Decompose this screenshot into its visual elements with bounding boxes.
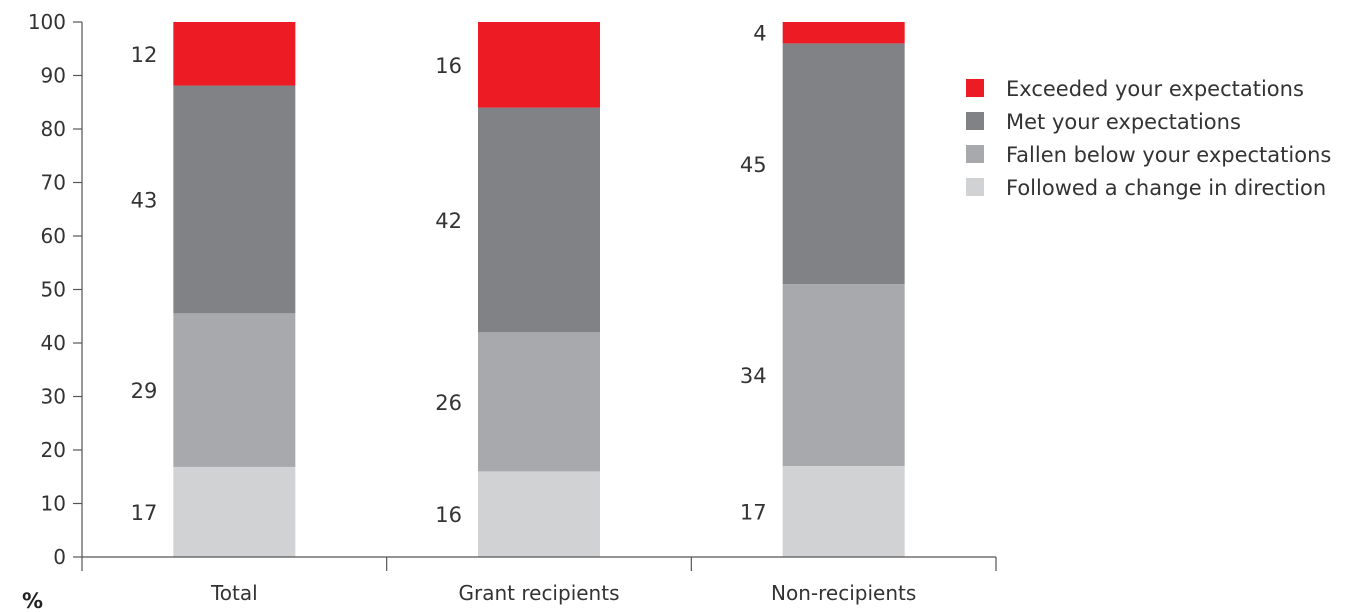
y-tick-label: 10 [41, 492, 66, 516]
bar-segment [173, 22, 296, 86]
data-label: 42 [435, 209, 462, 233]
legend-label: Followed a change in direction [1006, 176, 1326, 200]
legend-label: Fallen below your expectations [1006, 143, 1331, 167]
y-tick-label: 0 [53, 545, 66, 569]
bars-layer [173, 22, 905, 557]
data-label: 16 [435, 503, 462, 527]
legend-label: Exceeded your expectations [1006, 77, 1304, 101]
legend-swatch [966, 79, 984, 97]
legend-swatch [966, 112, 984, 130]
bar-segment [478, 471, 600, 557]
data-label: 26 [435, 391, 462, 415]
data-label: 4 [753, 22, 766, 46]
data-label: 29 [131, 379, 158, 403]
bar-segment [173, 466, 296, 557]
bar-segment [782, 284, 905, 467]
bar-segment [478, 22, 600, 108]
bar-segment [782, 43, 905, 285]
data-label: 43 [131, 188, 158, 212]
axes-layer: 0 10 20 30 40 50 60 70 80 90 100 Total Grant recipie… [22, 10, 997, 612]
y-tick-label: 90 [41, 64, 66, 88]
bar-segment [782, 22, 905, 44]
data-label: 34 [740, 364, 767, 388]
bar-segment [173, 313, 296, 467]
x-category-label: Grant recipients [459, 581, 620, 605]
y-tick-label: 80 [41, 117, 66, 141]
legend-label: Met your expectations [1006, 110, 1241, 134]
y-tick-label: 100 [28, 10, 66, 34]
data-label: 17 [740, 501, 767, 525]
y-tick-label: 60 [41, 224, 66, 248]
y-tick-label: 30 [41, 385, 66, 409]
x-category-label: Non-recipients [771, 581, 916, 605]
legend-swatch [966, 178, 984, 196]
data-label: 17 [131, 501, 158, 525]
data-label: 16 [435, 54, 462, 78]
y-tick-label: 70 [41, 171, 66, 195]
legend: Exceeded your expectations Met your expec… [966, 77, 1331, 200]
y-unit-label: % [22, 589, 43, 612]
y-tick-label: 50 [41, 278, 66, 302]
data-label: 45 [740, 153, 767, 177]
x-category-label: Total [210, 581, 258, 605]
bar-segment [478, 107, 600, 333]
y-tick-label: 40 [41, 331, 66, 355]
legend-swatch [966, 145, 984, 163]
data-label: 12 [131, 43, 158, 67]
bar-segment [173, 85, 296, 314]
y-tick-label: 20 [41, 438, 66, 462]
bar-segment [478, 332, 600, 472]
value-labels-layer: 17 29 43 12 16 26 42 16 17 34 45 4 [131, 22, 767, 528]
bar-segment [782, 466, 905, 557]
